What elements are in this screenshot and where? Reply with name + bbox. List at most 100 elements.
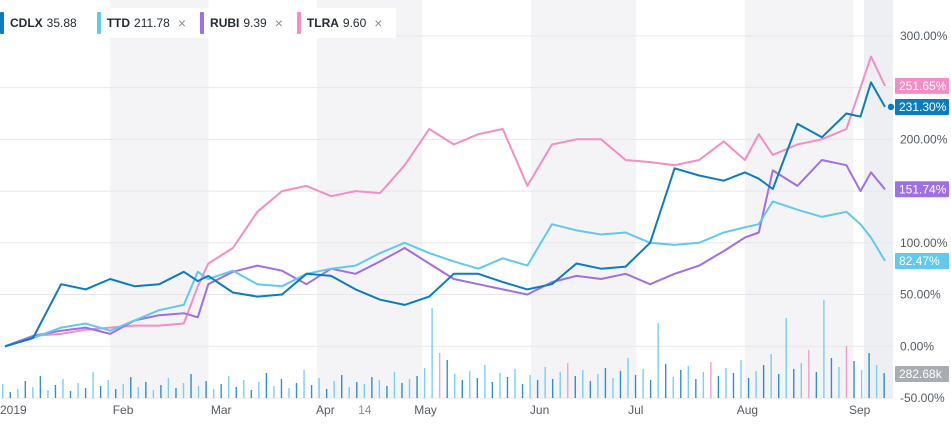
volume-bar	[725, 368, 727, 398]
legend-price: 35.88	[46, 16, 77, 30]
volume-bar	[800, 363, 802, 398]
volume-bar	[529, 375, 531, 398]
volume-bar	[514, 369, 516, 398]
volume-bar	[145, 382, 147, 398]
volume-bar	[484, 365, 486, 398]
x-tick-label: 14	[358, 403, 372, 417]
volume-bar	[875, 365, 878, 398]
volume-bar	[92, 372, 94, 398]
volume-bar	[54, 385, 57, 398]
volume-bar	[288, 388, 290, 398]
volume-bar	[454, 374, 456, 398]
volume-bar	[318, 378, 320, 398]
volume-bar	[175, 388, 177, 398]
end-label-text: 231.30%	[899, 100, 947, 114]
volume-bar	[619, 371, 622, 398]
y-tick-label: -50.00%	[900, 391, 945, 405]
x-tick-label: Mar	[211, 403, 232, 417]
y-tick-label: 300.00%	[900, 29, 948, 43]
volume-bar	[32, 387, 34, 398]
volume-bar	[416, 376, 418, 398]
end-label-text: 151.74%	[899, 182, 947, 196]
legend-symbol: RUBI	[210, 16, 240, 30]
legend-price: 211.78	[134, 16, 170, 30]
volume-bar	[808, 350, 810, 398]
volume-bar	[130, 377, 132, 398]
volume-bar	[597, 374, 599, 398]
series-line-ttd	[4, 200, 886, 348]
volume-bar	[642, 369, 644, 398]
volume-bar	[770, 354, 772, 398]
series-line-tlra	[4, 55, 886, 348]
volume-bar	[24, 381, 27, 398]
end-label-ttd: 82.47%	[895, 252, 949, 269]
volume-bar	[408, 379, 411, 398]
series-line-cdlx	[4, 81, 886, 348]
volume-bar	[747, 378, 750, 398]
volume-bar	[702, 372, 705, 398]
volume-bar	[2, 384, 4, 398]
volume-bar	[77, 383, 79, 398]
volume-bar	[506, 377, 509, 398]
volume-bar	[341, 375, 343, 398]
legend-price: 9.60	[342, 16, 367, 30]
volume-label-text: 282.68k	[899, 367, 943, 381]
volume-bar	[371, 377, 373, 398]
volume-bar	[69, 391, 72, 398]
close-icon[interactable]: ×	[274, 15, 283, 31]
volume-bar	[762, 365, 765, 398]
end-label-bg	[895, 252, 949, 269]
volume-bar	[356, 382, 358, 398]
legend-item-ttd[interactable]: TTD 211.78 ×	[96, 12, 187, 34]
volume-bar	[589, 381, 592, 398]
volume-bar	[830, 358, 833, 398]
volume-bar	[536, 380, 539, 398]
volume-bar	[310, 385, 313, 398]
volume-bar	[17, 389, 19, 398]
volume-bar	[649, 380, 652, 398]
y-tick-label: 100.00%	[900, 236, 948, 250]
legend-swatch	[200, 12, 205, 34]
volume-bar	[476, 378, 479, 398]
legend-swatch	[296, 12, 301, 34]
volume-bar	[152, 390, 155, 398]
volume-bar	[363, 384, 366, 398]
volume-bar	[235, 387, 237, 398]
volume-bar	[469, 371, 471, 398]
legend-item-tlra[interactable]: TLRA 9.60 ×	[296, 12, 383, 34]
volume-bar	[687, 366, 689, 398]
volume-bar	[115, 389, 117, 398]
volume-bar	[182, 383, 185, 398]
volume-bar	[845, 346, 848, 398]
legend-item-rubi[interactable]: RUBI 9.39 ×	[200, 12, 283, 34]
volume-bar	[657, 323, 659, 398]
x-tick-label: Sep	[849, 403, 871, 417]
volume-bar	[491, 382, 494, 398]
volume-bar	[243, 380, 245, 398]
volume-bar	[604, 368, 607, 398]
month-band	[110, 0, 209, 398]
volume-bar	[280, 379, 283, 398]
volume-bar	[393, 372, 396, 398]
close-icon[interactable]: ×	[177, 15, 187, 31]
y-tick-label: 50.00%	[900, 288, 941, 302]
legend-price: 9.39	[243, 16, 267, 30]
volume-bar	[273, 386, 275, 398]
volume-bar	[559, 372, 561, 398]
volume-bar	[160, 385, 162, 398]
end-label-cdlx: 231.30%	[895, 98, 949, 115]
volume-bar	[544, 367, 546, 398]
x-tick-label: May	[414, 403, 437, 417]
volume-bar	[99, 386, 102, 398]
volume-bar	[47, 390, 49, 398]
volume-bar	[695, 379, 697, 398]
end-label-bg	[895, 98, 949, 115]
volume-bar	[710, 362, 712, 398]
volume-bar	[860, 370, 863, 398]
volume-bar	[258, 382, 260, 398]
close-icon[interactable]: ×	[374, 15, 383, 31]
volume-bar	[386, 386, 388, 398]
